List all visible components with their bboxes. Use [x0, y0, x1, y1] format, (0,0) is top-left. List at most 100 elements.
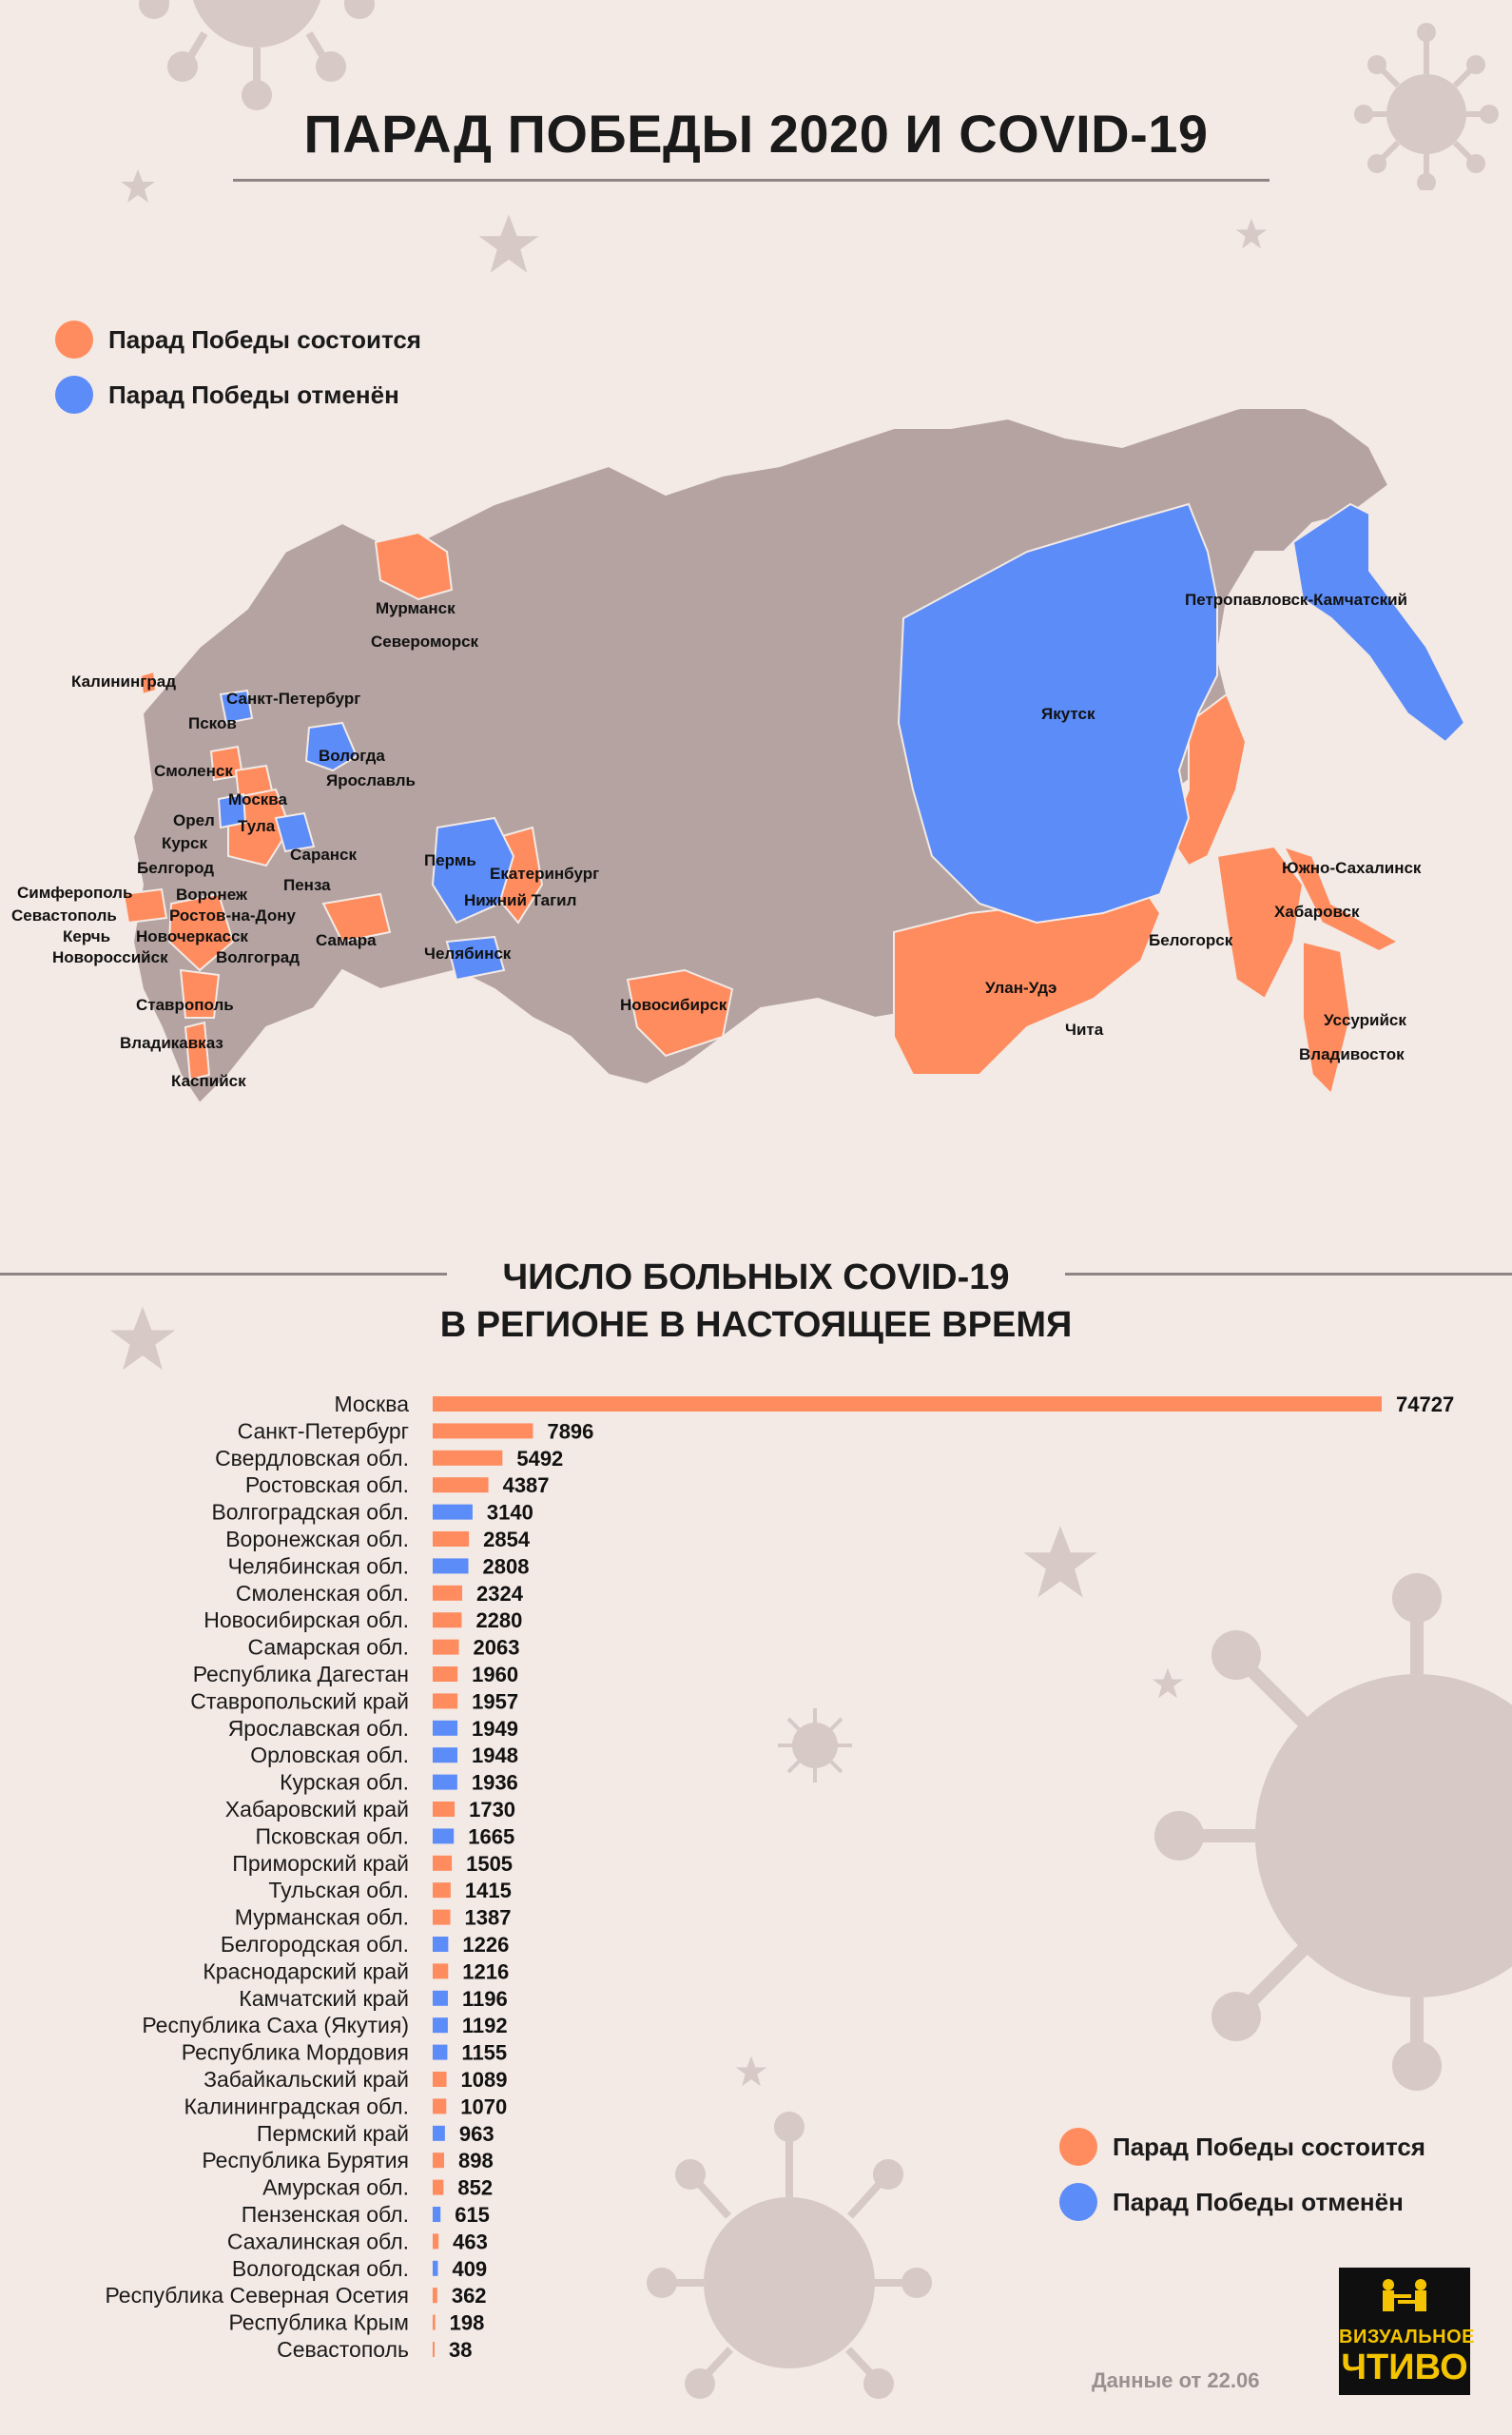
map-city-label: Хабаровск [1274, 903, 1360, 921]
bar [433, 1963, 449, 1979]
star-decoration-icon [478, 214, 539, 273]
legend-dot-held [55, 321, 93, 359]
value-label: 1960 [472, 1663, 518, 1686]
category-label: Амурская обл. [262, 2175, 409, 2200]
bar [433, 2098, 447, 2114]
chart-legend-dot-held [1059, 2128, 1097, 2166]
value-label: 1665 [468, 1824, 514, 1848]
legend-dot-cancelled [55, 376, 93, 414]
map-city-label: Курск [162, 834, 207, 852]
value-label: 1192 [462, 2014, 508, 2037]
value-label: 1415 [465, 1879, 512, 1902]
legend-label-held: Парад Победы состоится [108, 324, 421, 354]
value-label: 1070 [460, 2094, 507, 2118]
chart-legend-dot-cancelled [1059, 2183, 1097, 2221]
bar [433, 1396, 1382, 1412]
map-city-label: Ярославль [326, 771, 416, 789]
map-city-label: Петропавловск-Камчатский [1185, 591, 1407, 609]
category-label: Свердловская обл. [215, 1446, 409, 1471]
map-city-label: Уссурийск [1324, 1011, 1406, 1029]
map-city-label: Ростов-на-Дону [169, 906, 296, 925]
logo-line1: ВИЗУАЛЬНОЕ [1339, 2327, 1475, 2347]
map-city-label: Орел [173, 811, 215, 829]
section-divider-left [0, 1273, 447, 1276]
bar [433, 2072, 447, 2087]
map-city-label: Новороссийск [52, 948, 168, 966]
category-label: Мурманская обл. [235, 1905, 409, 1930]
bar [433, 2260, 438, 2276]
value-label: 2063 [474, 1636, 520, 1660]
chart-legend-label-held: Парад Победы состоится [1113, 2132, 1425, 2161]
bar [433, 1828, 455, 1844]
bar [433, 1639, 459, 1655]
map-city-label: Южно-Сахалинск [1282, 859, 1422, 877]
russia-map: Мурманск Североморск Калининград Санкт-Пете… [11, 409, 1466, 1105]
map-city-label: Псков [188, 714, 237, 732]
brand-logo: ВИЗУАЛЬНОЕ ЧТИВО [1339, 2268, 1475, 2395]
value-label: 2324 [476, 1582, 524, 1606]
bar [433, 1882, 451, 1899]
star-decoration-icon [735, 2055, 767, 2087]
chart-legend-item-cancelled: Парад Победы отменён [1059, 2174, 1425, 2230]
value-label: 1226 [462, 1933, 509, 1957]
chart-legend: Парад Победы состоится Парад Победы отме… [1059, 2119, 1425, 2230]
bar [433, 2288, 437, 2304]
map-city-label: Керчь [63, 927, 110, 945]
map-city-label: Екатеринбург [490, 865, 599, 883]
data-source-note: Данные от 22.06 [1092, 2368, 1260, 2392]
map-city-label: Калининград [71, 672, 176, 691]
bar [433, 1504, 473, 1520]
legend-item-held: Парад Победы состоится [55, 312, 421, 367]
category-label: Пермский край [257, 2121, 409, 2146]
category-label: Калининградская обл. [184, 2094, 409, 2118]
category-label: Республика Северная Осетия [105, 2283, 409, 2308]
bar [433, 1802, 456, 1817]
category-label: Псковская обл. [255, 1823, 409, 1848]
virus-decoration-icon [139, 0, 375, 110]
value-label: 7896 [547, 1419, 593, 1443]
map-city-label: Санкт-Петербург [226, 690, 360, 708]
map-city-label: Нижний Тагил [464, 891, 576, 909]
bar [433, 1666, 458, 1682]
value-label: 1957 [472, 1689, 518, 1713]
map-city-label: Новосибирск [620, 996, 727, 1014]
value-label: 463 [453, 2230, 488, 2253]
map-legend: Парад Победы состоится Парад Победы отме… [55, 312, 421, 422]
bar [433, 1477, 489, 1493]
value-label: 898 [458, 2149, 494, 2172]
category-label: Ярославская обл. [228, 1716, 409, 1741]
value-label: 615 [455, 2203, 490, 2227]
value-label: 3140 [487, 1501, 533, 1525]
value-label: 1949 [472, 1717, 518, 1741]
category-label: Смоленская обл. [236, 1581, 409, 1606]
map-city-label: Белгород [137, 859, 214, 877]
map-city-label: Пенза [283, 876, 331, 894]
bar [433, 1693, 458, 1709]
value-label: 2808 [483, 1554, 530, 1578]
map-city-label: Воронеж [176, 886, 248, 904]
value-label: 1948 [472, 1743, 518, 1767]
value-label: 362 [452, 2284, 487, 2308]
bar [433, 2125, 445, 2141]
map-regions-held [122, 531, 1401, 1096]
map-city-label: Улан-Удэ [985, 979, 1056, 997]
value-label: 1387 [465, 1906, 512, 1930]
category-label: Воронежская обл. [225, 1527, 409, 1551]
category-label: Москва [334, 1392, 409, 1416]
category-label: Хабаровский край [225, 1797, 409, 1821]
value-label: 1089 [461, 2068, 508, 2092]
category-label: Орловская обл. [250, 1743, 409, 1767]
chart-legend-label-cancelled: Парад Победы отменён [1113, 2187, 1404, 2216]
category-label: Камчатский край [239, 1986, 409, 2011]
bar [433, 2314, 436, 2330]
value-label: 74727 [1396, 1393, 1454, 1416]
title-divider [233, 179, 1270, 182]
map-city-label: Самара [316, 931, 377, 949]
bar [433, 2044, 448, 2060]
map-city-label: Новочеркасск [136, 927, 248, 945]
map-city-label: Якутск [1041, 705, 1095, 723]
bar [433, 2207, 441, 2222]
category-label: Вологодская обл. [232, 2256, 409, 2281]
section-divider-right [1065, 1273, 1512, 1276]
category-label: Белгородская обл. [221, 1932, 409, 1957]
